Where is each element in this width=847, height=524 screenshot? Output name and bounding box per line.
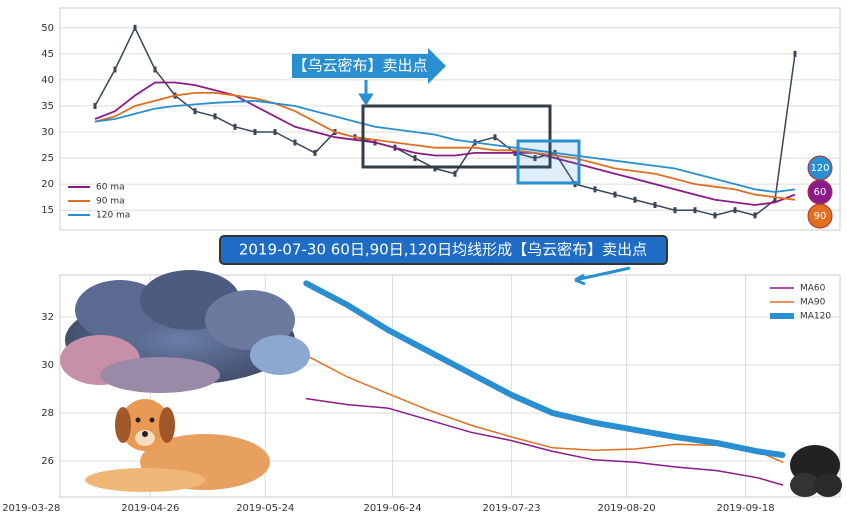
ma-line [94, 99, 796, 193]
highlight-box [361, 104, 552, 169]
x-tick-label: 2019-07-23 [483, 503, 541, 514]
legend-label: MA120 [800, 312, 831, 322]
y-tick-label: 50 [41, 23, 54, 34]
legend-label: 120 ma [96, 211, 130, 221]
legend-label: 60 ma [96, 183, 125, 193]
price-candle [653, 201, 657, 208]
end-marker-label: 120 [810, 163, 829, 174]
price-candle [153, 66, 157, 73]
price-candle [133, 24, 137, 31]
x-tick-label: 2019-08-20 [597, 503, 655, 514]
y-tick-label: 45 [41, 49, 54, 60]
small-cloud [790, 445, 842, 497]
price-candle [413, 155, 417, 162]
price-candle [113, 66, 117, 73]
annotation-arrow [292, 48, 446, 84]
legend-label: MA90 [800, 298, 826, 308]
x-tick-label: 2019-05-24 [236, 503, 294, 514]
price-candle [273, 129, 277, 136]
y-tick-label: 15 [41, 205, 54, 216]
y-tick-label: 20 [41, 179, 54, 190]
marks-layer [93, 24, 797, 486]
y-tick-label: 32 [41, 312, 54, 323]
ma-line [305, 397, 784, 486]
annotation-pointer [358, 80, 374, 106]
y-tick-label: 30 [41, 127, 54, 138]
price-candle [633, 196, 637, 203]
x-tick-label: 2019-04-26 [121, 503, 179, 514]
price-candle [593, 186, 597, 193]
price-line [94, 26, 796, 217]
price-candle [453, 170, 457, 177]
y-tick-label: 40 [41, 75, 54, 86]
ma-line [303, 280, 786, 458]
x-tick-label: 2019-03-28 [2, 503, 60, 514]
y-tick-label: 35 [41, 101, 54, 112]
price-candle [493, 134, 497, 141]
banner-arrow [574, 266, 631, 286]
price-candle [773, 196, 777, 203]
price-candle [213, 113, 217, 120]
ma-line [94, 92, 796, 201]
annotation-text: 【乌云密布】卖出点 [292, 57, 427, 75]
price-candle [233, 123, 237, 130]
price-candle [613, 191, 617, 198]
price-candle [433, 165, 437, 172]
price-candle [293, 139, 297, 146]
end-marker-label: 60 [814, 187, 827, 198]
highlight-box [516, 139, 581, 185]
banner-title: 2019-07-30 60日,90日,120日均线形成【乌云密布】卖出点 [239, 241, 647, 259]
storm-cloud [60, 270, 310, 393]
price-candle [793, 50, 797, 57]
price-candle [93, 102, 97, 109]
price-candle [693, 207, 697, 214]
banner [219, 235, 668, 265]
end-marker-label: 90 [814, 211, 827, 222]
price-candle [733, 207, 737, 214]
ma-line [94, 81, 796, 206]
y-tick-label: 26 [41, 456, 54, 467]
legend-label: 90 ma [96, 197, 125, 207]
dog [85, 399, 270, 492]
legend-label: MA60 [800, 284, 826, 294]
price-candle [253, 129, 257, 136]
x-tick-label: 2019-06-24 [363, 503, 421, 514]
y-tick-label: 30 [41, 360, 54, 371]
price-candle [753, 212, 757, 219]
price-candle [193, 108, 197, 115]
y-tick-label: 25 [41, 153, 54, 164]
price-candle [313, 149, 317, 156]
price-candle [673, 207, 677, 214]
end-marker [807, 203, 833, 229]
price-candle [533, 155, 537, 162]
price-candle [713, 212, 717, 219]
x-tick-label: 2019-09-18 [717, 503, 775, 514]
top-plot-area [59, 7, 841, 231]
y-tick-label: 28 [41, 408, 54, 419]
